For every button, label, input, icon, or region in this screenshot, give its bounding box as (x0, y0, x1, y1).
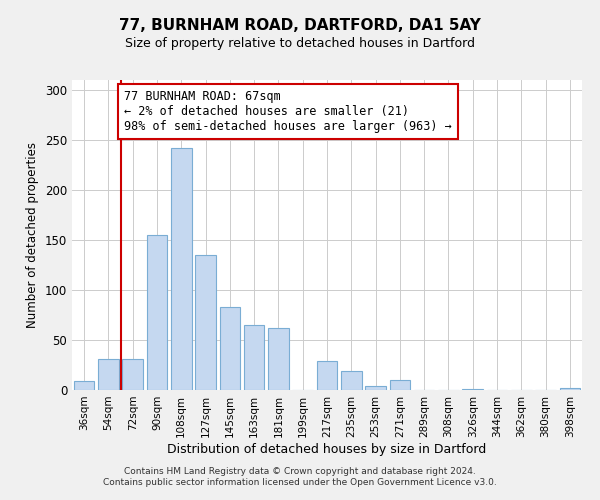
Bar (463, 389, 483, 390)
Bar (317, 361, 337, 390)
Bar (195, 255, 216, 390)
Y-axis label: Number of detached properties: Number of detached properties (26, 142, 40, 328)
Bar (220, 307, 240, 390)
Bar (146, 235, 167, 390)
Bar (98, 359, 119, 390)
Text: Contains HM Land Registry data © Crown copyright and database right 2024.: Contains HM Land Registry data © Crown c… (124, 467, 476, 476)
Bar (389, 380, 410, 390)
Bar (268, 328, 289, 390)
Bar (560, 388, 580, 390)
Bar (74, 381, 94, 390)
Text: 77 BURNHAM ROAD: 67sqm
← 2% of detached houses are smaller (21)
98% of semi-deta: 77 BURNHAM ROAD: 67sqm ← 2% of detached … (124, 90, 452, 133)
Text: Contains public sector information licensed under the Open Government Licence v3: Contains public sector information licen… (103, 478, 497, 487)
Bar (341, 371, 362, 390)
X-axis label: Distribution of detached houses by size in Dartford: Distribution of detached houses by size … (167, 442, 487, 456)
Bar (365, 386, 386, 390)
Bar (244, 325, 265, 390)
Bar (122, 359, 143, 390)
Bar (171, 148, 191, 390)
Text: 77, BURNHAM ROAD, DARTFORD, DA1 5AY: 77, BURNHAM ROAD, DARTFORD, DA1 5AY (119, 18, 481, 32)
Text: Size of property relative to detached houses in Dartford: Size of property relative to detached ho… (125, 38, 475, 51)
